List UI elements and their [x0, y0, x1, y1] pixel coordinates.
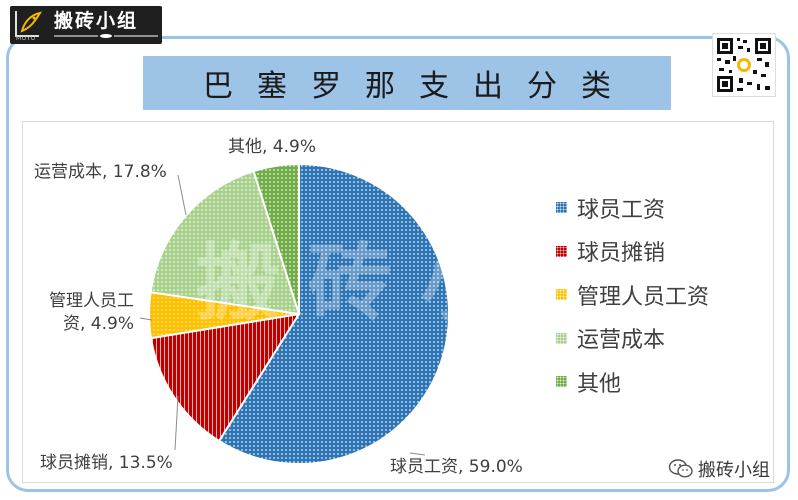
chart-title-banner: 巴塞罗那支出分类 [143, 56, 671, 110]
legend-label: 管理人员工资 [577, 284, 710, 310]
data-label: 其他, 4.9% [228, 137, 316, 157]
chart-title: 巴塞罗那支出分类 [203, 69, 635, 104]
data-label: 运营成本, 17.8% [34, 162, 167, 182]
legend-item[interactable]: 球员工资 [556, 186, 756, 230]
data-label: 球员工资, 59.0% [390, 457, 523, 477]
legend-swatch [556, 289, 567, 301]
wechat-icon [668, 459, 693, 478]
leader-line [174, 395, 179, 451]
fish-logo-icon [15, 11, 43, 37]
pie-slice-4[interactable] [252, 162, 300, 315]
legend-label: 球员摊销 [577, 241, 666, 267]
leader-line [139, 317, 153, 321]
pie-slice-3[interactable] [149, 169, 301, 316]
footer-brand-text: 搬砖小组 [698, 460, 770, 481]
brand-name: 搬砖小组 [54, 10, 139, 32]
legend-item[interactable]: 管理人员工资 [556, 273, 756, 317]
legend-label: 其他 [577, 371, 622, 397]
footer-brand: 搬砖小组 [668, 456, 770, 482]
brand-tagline: MOYU [16, 35, 36, 42]
legend-item[interactable]: 球员摊销 [556, 230, 756, 274]
leader-line [409, 452, 426, 456]
legend-item[interactable]: 运营成本 [556, 317, 756, 361]
brand-logo: MOYU 搬砖小组 [10, 6, 162, 44]
leader-line [177, 174, 187, 216]
brand-underline-icon [54, 34, 158, 38]
data-label: 资, 4.9% [63, 314, 134, 334]
legend-label: 运营成本 [577, 328, 666, 354]
legend-swatch [556, 245, 567, 257]
legend-item[interactable]: 其他 [556, 360, 756, 404]
pie-slice-1[interactable] [149, 312, 302, 443]
qr-code-icon[interactable] [712, 33, 776, 97]
legend-swatch [556, 376, 567, 388]
data-label: 球员摊销, 13.5% [40, 453, 173, 473]
pie-slice-0[interactable] [217, 162, 450, 465]
chart-legend: 球员工资 球员摊销 管理人员工资 运营成本 其他 [556, 186, 756, 404]
data-label: 管理人员工 [49, 291, 134, 311]
legend-swatch [556, 202, 567, 214]
legend-swatch [556, 332, 567, 344]
legend-label: 球员工资 [577, 197, 666, 223]
